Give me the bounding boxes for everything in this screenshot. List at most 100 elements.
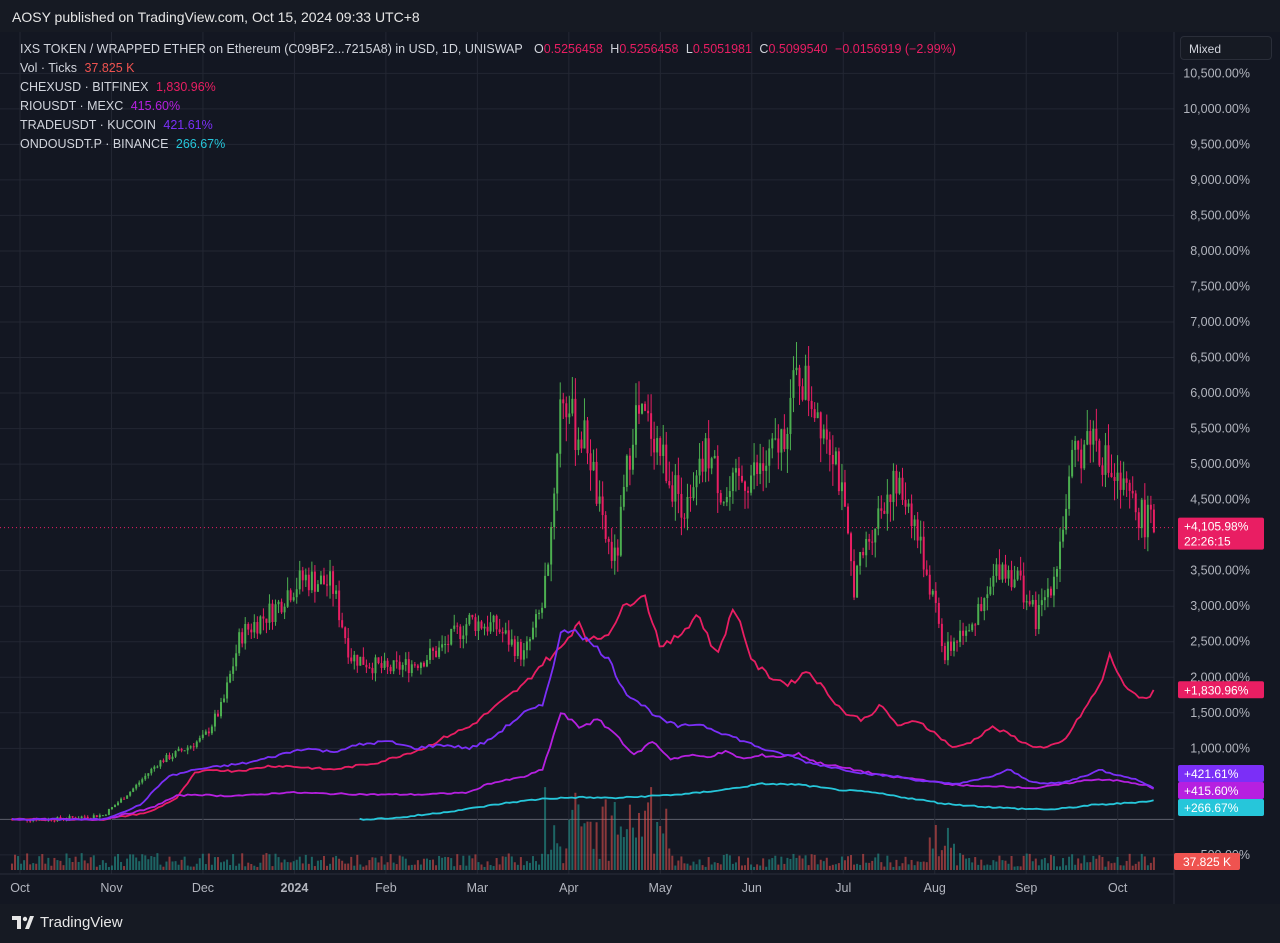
volume-bar	[277, 857, 280, 870]
volume-bar	[813, 854, 816, 870]
volume-bar	[301, 863, 304, 870]
volume-bar	[132, 854, 135, 870]
compare-row-chex[interactable]: CHEXUSD · BITFINEX 1,830.96%	[20, 78, 956, 97]
volume-bar	[1031, 861, 1034, 870]
compare-name[interactable]: TRADEUSDT · KUCOIN	[20, 118, 156, 132]
volume-bar	[992, 860, 995, 870]
candle-body	[907, 503, 910, 507]
candle-body	[1071, 449, 1074, 477]
candle-body	[135, 784, 138, 789]
candle-body	[138, 782, 141, 785]
volume-bar	[65, 853, 68, 870]
badge-vol-bg	[1174, 853, 1240, 870]
candle-body	[995, 564, 998, 576]
volume-bar	[359, 864, 362, 870]
volume-bar	[610, 815, 613, 870]
candle-body	[480, 621, 483, 629]
volume-bar	[874, 857, 877, 870]
compare-name[interactable]: RIOUSDT · MEXC	[20, 99, 124, 113]
volume-bar	[32, 863, 35, 870]
candle-body	[1086, 431, 1089, 445]
candle-body	[395, 660, 398, 662]
tradingview-logo[interactable]: TradingView	[12, 914, 123, 931]
volume-bar	[226, 859, 229, 870]
compare-value: 415.60%	[130, 99, 181, 113]
candle-body	[998, 564, 1001, 580]
volume-bar	[695, 864, 698, 870]
candle-body	[659, 438, 662, 456]
candle-body	[432, 648, 435, 651]
candle-body	[892, 470, 895, 503]
volume-bar	[201, 853, 204, 870]
candle-body	[901, 477, 904, 500]
volume-bar	[192, 866, 195, 870]
main-symbol-title[interactable]: IXS TOKEN / WRAPPED ETHER on Ethereum (C…	[20, 42, 523, 56]
volume-bar	[23, 860, 26, 870]
volume-label[interactable]: Vol · Ticks	[20, 61, 77, 75]
volume-bar	[113, 856, 116, 870]
compare-name[interactable]: CHEXUSD · BITFINEX	[20, 80, 149, 94]
compare-row-ondo[interactable]: ONDOUSDT.P · BINANCE 266.67%	[20, 135, 956, 154]
candle-body	[795, 367, 798, 371]
volume-bar	[298, 856, 301, 870]
compare-lines	[11, 594, 1155, 822]
volume-bar	[753, 866, 756, 870]
chart-canvas[interactable]: 10,500.00% 10,000.00% 9,500.00% 9,000.00% 8,…	[0, 32, 1280, 904]
candle-body	[610, 541, 613, 561]
candle-body	[226, 682, 229, 699]
price-badges: +4,105.98%22:26:15 +1,830.96% +421.61% +415…	[1174, 517, 1264, 870]
candle-body	[1089, 431, 1092, 445]
volume-row[interactable]: Vol · Ticks 37.825 K	[20, 59, 956, 78]
volume-bar	[707, 857, 710, 870]
volume-bar	[613, 801, 616, 870]
volume-bar	[444, 856, 447, 870]
ohlc-open-label: O	[533, 42, 544, 56]
candle-body	[283, 606, 286, 613]
compare-name[interactable]: ONDOUSDT.P · BINANCE	[20, 137, 169, 151]
candle-body	[513, 639, 516, 657]
candle-body	[846, 506, 849, 534]
candle-body	[580, 439, 583, 449]
candle-body	[807, 365, 810, 401]
candle-body	[428, 648, 431, 660]
volume-bar	[1071, 854, 1074, 870]
volume-bar	[913, 865, 916, 870]
candle-body	[150, 768, 153, 774]
candle-body	[1101, 465, 1104, 475]
candle-body	[983, 598, 986, 612]
volume-bar	[734, 862, 737, 870]
volume-bar	[1062, 858, 1065, 870]
candle-body	[601, 496, 604, 516]
volume-bar	[510, 856, 513, 870]
candle-body	[962, 630, 965, 636]
candle-body	[1052, 576, 1055, 596]
compare-row-trade[interactable]: TRADEUSDT · KUCOIN 421.61%	[20, 116, 956, 135]
candle-body	[798, 367, 801, 387]
candle-body	[707, 438, 710, 469]
volume-bar	[1104, 866, 1107, 870]
volume-bar	[1022, 855, 1025, 870]
y-tick-label: 10,000.00%	[1183, 102, 1250, 116]
compare-row-rio[interactable]: RIOUSDT · MEXC 415.60%	[20, 97, 956, 116]
volume-bar	[310, 856, 313, 870]
candle-body	[1104, 445, 1107, 475]
volume-bar	[859, 864, 862, 870]
volume-bar	[1140, 853, 1143, 870]
candle-body	[177, 748, 180, 752]
volume-bar	[383, 864, 386, 870]
volume-bar	[159, 864, 162, 870]
main-symbol-row[interactable]: IXS TOKEN / WRAPPED ETHER on Ethereum (C…	[20, 40, 956, 59]
scale-mode-button[interactable]: Mixed	[1180, 36, 1272, 60]
candle-body	[850, 533, 853, 562]
y-tick-label: 5,000.00%	[1190, 457, 1250, 471]
candle-body	[238, 632, 241, 654]
candle-body	[1004, 564, 1007, 579]
candle-body	[895, 470, 898, 494]
candle-body	[777, 438, 780, 453]
candle-body	[350, 657, 353, 662]
volume-bar	[480, 864, 483, 870]
candle-body	[247, 623, 250, 630]
volume-bar	[95, 866, 98, 870]
volume-bar	[241, 853, 244, 870]
chart-area[interactable]: 10,500.00% 10,000.00% 9,500.00% 9,000.00% 8,…	[0, 32, 1280, 904]
